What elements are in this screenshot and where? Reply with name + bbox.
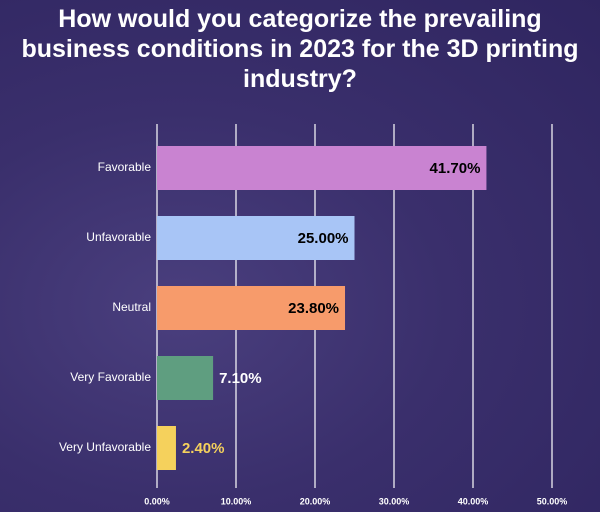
bar (157, 426, 176, 470)
bar (157, 356, 214, 400)
value-label: 25.00% (298, 230, 349, 247)
x-tick-label: 10.00% (221, 496, 252, 506)
x-tick-label: 30.00% (379, 496, 410, 506)
x-tick-label: 50.00% (537, 496, 568, 506)
y-tick-label: Neutral (112, 300, 151, 314)
chart-title: How would you categorize the prevailing … (21, 5, 579, 93)
x-tick-label: 40.00% (458, 496, 489, 506)
y-tick-label: Very Unfavorable (59, 440, 151, 454)
value-label: 23.80% (288, 300, 339, 317)
y-tick-label: Favorable (98, 160, 152, 174)
bar (157, 146, 487, 190)
y-tick-label: Unfavorable (86, 230, 151, 244)
value-label: 2.40% (182, 440, 225, 457)
bar (157, 286, 346, 330)
value-label: 7.10% (219, 370, 262, 387)
y-tick-label: Very Favorable (70, 370, 151, 384)
x-tick-label: 0.00% (144, 496, 170, 506)
x-tick-label: 20.00% (300, 496, 331, 506)
value-label: 41.70% (430, 160, 481, 177)
bar (157, 216, 355, 260)
